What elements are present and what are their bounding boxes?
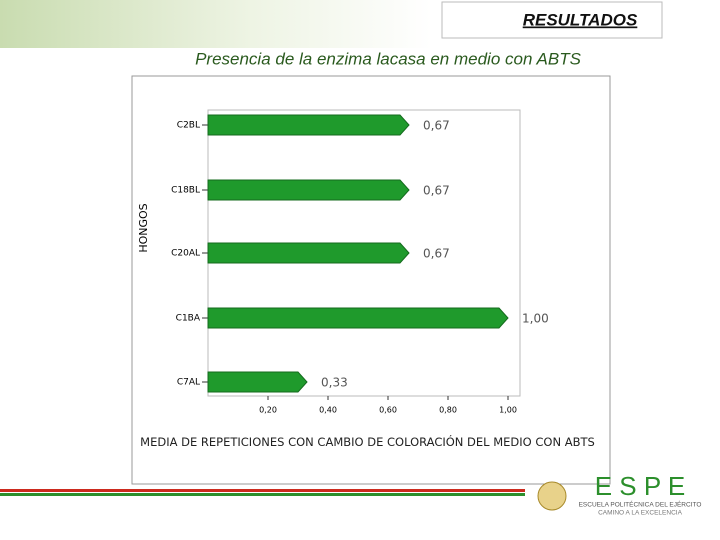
chart-frame: [131, 75, 611, 485]
x-axis-label: MEDIA DE REPETICIONES CON CAMBIO DE COLO…: [140, 435, 595, 449]
bar: [207, 242, 410, 264]
x-tick-label: 0,40: [319, 406, 337, 415]
bar: [207, 114, 410, 136]
logo-line1: ESCUELA POLITÉCNICA DEL EJÉRCITO: [579, 500, 702, 509]
y-axis-label: HONGOS: [137, 203, 150, 252]
bar: [207, 371, 308, 393]
x-tick-label: 1,00: [499, 406, 517, 415]
chart-title: Presencia de la enzima lacasa en medio c…: [195, 49, 582, 68]
x-tick-label: 0,80: [439, 406, 457, 415]
header-box: [441, 1, 663, 39]
stripe-green: [0, 493, 525, 496]
x-tick-label: 0,60: [379, 406, 397, 415]
logo-emblem: [537, 481, 567, 511]
value-label: 0,67: [423, 119, 450, 133]
logo-letters: E S P E: [595, 471, 686, 501]
value-label: 0,33: [321, 376, 348, 390]
y-tick-label: C1BA: [176, 314, 201, 324]
y-tick-label: C20AL: [171, 249, 200, 259]
y-tick-label: C2BL: [177, 121, 200, 131]
logo-line2: CAMINO A LA EXCELENCIA: [598, 510, 682, 517]
y-tick-label: C18BL: [171, 186, 200, 196]
header: RESULTADOS: [523, 10, 638, 29]
bar: [207, 307, 509, 329]
value-label: 1,00: [522, 312, 549, 326]
y-tick-label: C7AL: [177, 378, 200, 388]
value-label: 0,67: [423, 184, 450, 198]
x-tick-label: 0,20: [259, 406, 277, 415]
value-label: 0,67: [423, 247, 450, 261]
bar: [207, 179, 410, 201]
stripe-red: [0, 489, 525, 492]
